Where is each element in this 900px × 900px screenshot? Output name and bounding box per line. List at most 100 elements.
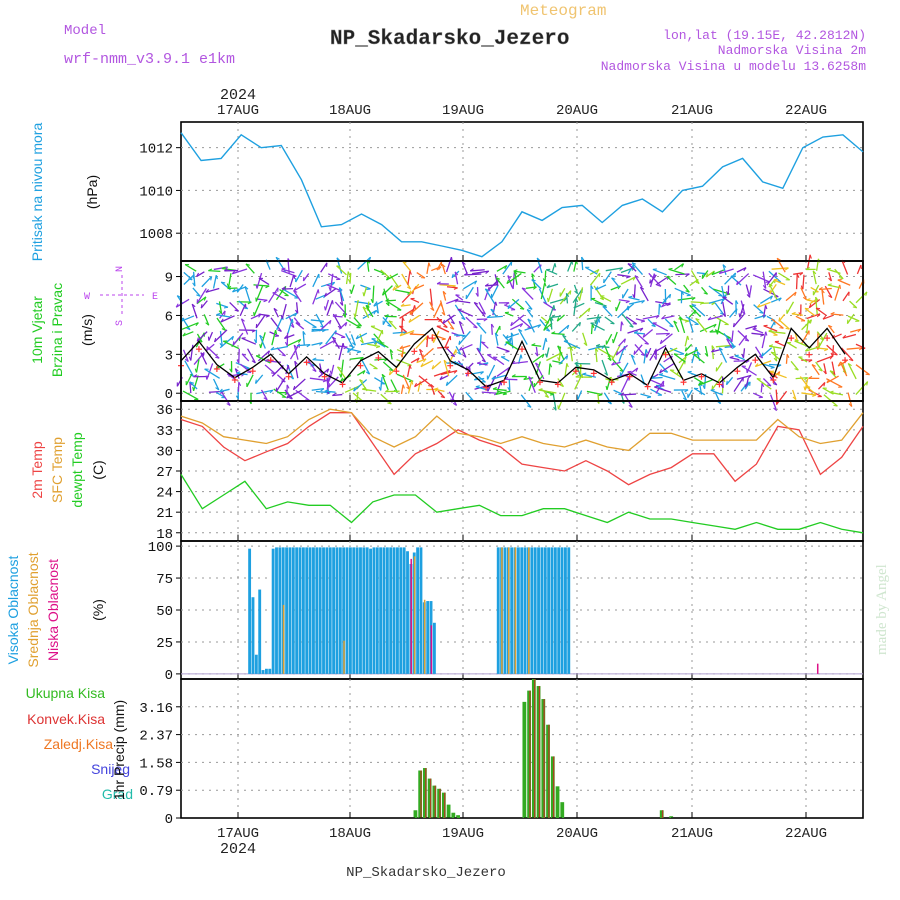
wind-arrow	[594, 301, 607, 307]
wind-arrow-head	[681, 263, 685, 268]
wind-arrow-head	[566, 324, 570, 330]
wind-arrow	[320, 262, 328, 273]
wind-arrow	[326, 300, 334, 316]
wind-arrow-head	[866, 381, 869, 386]
wind-arrow-head	[452, 402, 457, 406]
wind-arrow	[372, 285, 375, 303]
wind-arrow-head	[443, 325, 448, 328]
precip-conv-bar	[420, 770, 422, 818]
wind-arrow-head	[475, 292, 479, 297]
wind-arrow-head	[765, 331, 768, 336]
cloud-bar	[343, 640, 345, 674]
wind-arrow	[502, 261, 513, 275]
wind-arrow	[216, 314, 231, 318]
wind-arrow-head	[294, 312, 298, 317]
wind-arrow-head	[581, 256, 585, 261]
wind-arrow-head	[323, 306, 326, 311]
wind-arrow	[847, 363, 857, 380]
wind-arrow-head	[562, 334, 567, 338]
cloud-bar	[563, 547, 567, 674]
wind-arrow	[589, 272, 601, 286]
wind-arrow-head	[629, 325, 634, 328]
wind-arrow	[208, 270, 221, 273]
cloud-units: (%)	[90, 599, 106, 621]
wind-arrow	[564, 363, 568, 377]
wind-arrow	[571, 364, 582, 376]
wind-arrow-head	[778, 317, 781, 322]
wind-arrow-head	[741, 311, 746, 315]
wind-arrow	[390, 379, 399, 393]
wind-arrow-head	[506, 279, 510, 284]
wind-arrow	[557, 345, 565, 361]
precip-total-bar	[536, 686, 541, 818]
pressure-units: (hPa)	[84, 175, 100, 209]
wind-arrow-head	[293, 274, 296, 279]
wind-arrow-head	[595, 347, 599, 352]
wind-arrow-head	[362, 306, 367, 310]
wind-arrow-head	[533, 382, 536, 388]
panel-precipitation: 0 0.79 1.58 2.37 3.16 Ukupna Kisa Konvek.Kisa Z…	[26, 678, 864, 828]
wind-arrow	[259, 334, 266, 349]
wind-arrow-head	[408, 318, 412, 323]
wind-arrow-head	[494, 332, 499, 337]
wind-arrow-head	[492, 386, 497, 390]
wind-arrow-head	[385, 389, 390, 393]
wind-arrow-head	[236, 359, 240, 364]
wind-arrow-head	[720, 384, 724, 389]
wind-arrow-head	[283, 335, 288, 339]
wind-arrow-head	[445, 381, 449, 386]
wind-arrow	[736, 273, 750, 286]
wind-arrow-head	[336, 257, 341, 262]
wind-arrow	[768, 330, 786, 334]
wind-arrow-head	[200, 304, 203, 309]
wind-arrow-head	[542, 278, 546, 283]
wind-arrow	[302, 331, 305, 345]
wind-arrow-head	[804, 347, 809, 352]
wind-arrow-head	[399, 332, 404, 337]
wind-arrow-head	[771, 351, 776, 354]
wind-arrow-head	[293, 290, 298, 293]
wind-arrow	[847, 315, 860, 322]
wind-arrow	[415, 335, 428, 350]
wind-arrow	[362, 388, 377, 392]
wind-arrow	[677, 297, 696, 301]
wind-arrow	[429, 288, 433, 306]
wind-arrow	[400, 304, 411, 307]
wind-arrow	[484, 287, 490, 301]
precip-total-bar	[432, 785, 437, 818]
wind-arrow	[458, 321, 465, 335]
wind-arrow	[760, 383, 763, 393]
wind-arrow	[656, 332, 670, 335]
wind-arrow	[448, 349, 457, 365]
wind-arrow	[768, 283, 778, 300]
wind-arrow-head	[659, 369, 662, 374]
wind-arrow-head	[794, 368, 799, 371]
wind-arrow-head	[317, 289, 320, 294]
wind-arrow	[766, 272, 777, 286]
wind-arrow	[533, 374, 544, 388]
wind-arrow-head	[545, 353, 548, 358]
wind-arrow-head	[385, 298, 390, 302]
cloud-bar	[516, 547, 520, 674]
wind-arrow-head	[615, 351, 619, 356]
wind-arrow	[605, 267, 623, 272]
wind-arrow	[312, 289, 319, 305]
wind-arrow-head	[490, 308, 495, 312]
wind-arrow	[336, 366, 347, 379]
wind-arrow-head	[641, 300, 645, 304]
wind-arrow-head	[551, 314, 556, 318]
wind-arrow-head	[353, 313, 356, 318]
wind-arrow-head	[347, 348, 350, 353]
wind-arrow	[455, 346, 462, 355]
wind-arrow-head	[653, 348, 657, 353]
wind-arrow-head	[711, 385, 714, 390]
wind-arrow	[722, 296, 734, 305]
wind-arrow-head	[507, 275, 512, 279]
wind-arrow	[441, 264, 446, 275]
wind-arrow	[652, 322, 669, 332]
wind-arrow-head	[431, 365, 435, 370]
wind-arrow-head	[695, 281, 700, 285]
wind-arrow-head	[518, 328, 523, 332]
wind-arrow	[407, 380, 413, 394]
wind-arrow-head	[799, 272, 804, 276]
